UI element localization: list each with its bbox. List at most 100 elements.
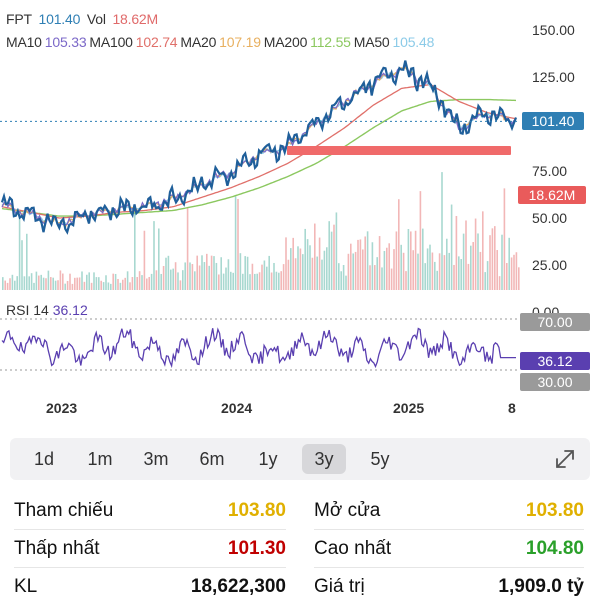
price-tag: 101.40: [522, 112, 584, 130]
volume-bar: [333, 224, 335, 290]
volume-bar: [446, 238, 448, 290]
volume-bar: [321, 259, 323, 290]
stat-label: Mở cửa: [314, 500, 381, 521]
volume-bar: [390, 268, 393, 290]
volume-bar: [477, 233, 479, 290]
volume-bar: [138, 271, 141, 290]
volume-bar: [88, 272, 90, 290]
volume-bar: [165, 257, 167, 290]
volume-bar: [62, 273, 64, 290]
volume-bar: [251, 263, 254, 290]
volume-bar: [419, 191, 422, 290]
volume-bar: [206, 253, 208, 290]
volume-bar: [220, 257, 222, 290]
expand-icon[interactable]: [552, 446, 578, 472]
volume-bar: [155, 270, 158, 290]
volume-bar: [470, 245, 472, 290]
volume-bar: [107, 282, 110, 290]
volume-bar: [309, 245, 311, 290]
volume-bar: [424, 263, 426, 290]
volume-bar: [124, 277, 126, 290]
volume-bar: [366, 231, 369, 290]
volume-bar: [112, 273, 114, 290]
volume-bar: [436, 270, 438, 290]
stock-chart[interactable]: 150.00125.00100.0075.0050.0025.000.00202…: [0, 0, 600, 420]
volume-bar: [227, 259, 230, 290]
volume-bar: [208, 265, 210, 290]
volume-bar: [501, 234, 503, 290]
volume-bar: [364, 236, 366, 290]
chart-canvas[interactable]: 150.00125.00100.0075.0050.0025.000.00202…: [0, 0, 600, 420]
volume-bar: [126, 271, 129, 290]
volume-bar: [417, 253, 419, 290]
volume-bar: [143, 230, 146, 290]
volume-bar: [410, 231, 412, 290]
volume-bar: [350, 243, 352, 290]
ma-legend: MA10 105.33 MA100 102.74 MA20 107.19 MA200 112.…: [6, 34, 437, 50]
stat-volume: KL 18,622,300: [14, 568, 286, 604]
volume-bar: [129, 282, 131, 290]
volume-bar: [438, 253, 441, 290]
volume-bar: [405, 271, 407, 290]
volume-bar: [263, 260, 266, 290]
volume-bar: [443, 255, 446, 290]
volume-bar: [230, 271, 232, 290]
volume-bar: [261, 264, 263, 290]
ma-value: 107.19: [219, 34, 261, 50]
volume-bar: [328, 221, 330, 290]
volume-bar: [299, 248, 302, 290]
volume-bar: [426, 248, 429, 290]
volume-bar: [95, 277, 98, 290]
volume-bar: [369, 265, 371, 290]
volume-bar: [388, 243, 390, 290]
volume-bar: [429, 244, 431, 290]
range-button-1m[interactable]: 1m: [87, 449, 113, 469]
volume-bar: [21, 240, 23, 290]
stat-low: Thấp nhất 101.30: [14, 530, 286, 566]
volume-bar: [508, 237, 510, 290]
volume-bar: [110, 283, 112, 290]
ma-label: MA10: [6, 34, 42, 50]
stat-value: 101.30: [227, 538, 286, 559]
volume-bar: [472, 242, 474, 290]
range-button-6m[interactable]: 6m: [199, 449, 225, 469]
volume-bar: [316, 256, 318, 290]
price-axis-label: 50.00: [532, 210, 567, 226]
rsi-legend: RSI 14 36.12: [6, 302, 88, 318]
time-axis-label: 2023: [46, 400, 77, 416]
volume-bar: [119, 282, 122, 290]
range-button-1y[interactable]: 1y: [258, 449, 278, 469]
range-button-5y[interactable]: 5y: [370, 449, 390, 469]
volume-bar: [311, 257, 314, 290]
stat-open: Mở cửa 103.80: [314, 492, 584, 528]
volume-bar: [179, 280, 182, 290]
volume-bar: [194, 271, 196, 290]
range-selector: 1d 1m 3m 6m 1y 3y 5y: [10, 438, 590, 480]
stat-label: Cao nhất: [314, 538, 392, 559]
volume-bar: [431, 252, 434, 290]
volume-bar: [47, 270, 50, 290]
range-button-3y[interactable]: 3y: [302, 444, 346, 474]
range-button-3m[interactable]: 3m: [143, 449, 169, 469]
rsi-upper-tag: 70.00: [520, 313, 590, 331]
volume-bar: [174, 262, 177, 290]
volume-bar: [515, 252, 518, 290]
volume-bar: [59, 270, 62, 290]
ma50-line: [1, 66, 517, 226]
volume-bar: [232, 272, 234, 290]
volume-bar: [268, 255, 270, 290]
ma-value: 102.74: [135, 34, 178, 50]
support-band: [287, 146, 511, 155]
volume-bar: [167, 255, 170, 290]
ma-label: MA200: [263, 34, 308, 50]
volume-bar: [518, 267, 520, 290]
volume-bar: [189, 262, 191, 290]
range-button-1d[interactable]: 1d: [33, 449, 55, 469]
volume-bar: [26, 233, 28, 290]
divider: [314, 529, 584, 530]
volume-bar: [306, 239, 309, 290]
volume-bar: [294, 258, 297, 290]
volume-bar: [182, 270, 184, 290]
volume-bar: [453, 264, 455, 290]
volume-bar: [210, 255, 213, 290]
